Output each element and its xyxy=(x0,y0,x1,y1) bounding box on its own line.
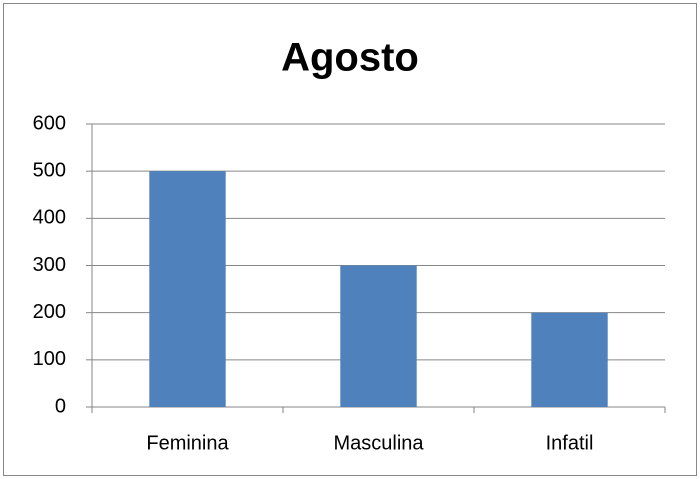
bar xyxy=(340,265,417,407)
y-tick-label: 600 xyxy=(33,112,66,134)
y-tick-label: 100 xyxy=(33,348,66,370)
x-tick-label: Feminina xyxy=(146,432,229,454)
x-tick-label: Infatil xyxy=(546,432,594,454)
y-tick-label: 500 xyxy=(33,159,66,181)
x-tick-label: Masculina xyxy=(333,432,424,454)
y-tick-label: 300 xyxy=(33,254,66,276)
chart-title: Agosto xyxy=(281,36,419,80)
y-tick-label: 400 xyxy=(33,207,66,229)
y-tick-label: 200 xyxy=(33,301,66,323)
bar xyxy=(531,312,608,407)
y-tick-label: 0 xyxy=(55,395,66,417)
bar xyxy=(149,171,226,407)
